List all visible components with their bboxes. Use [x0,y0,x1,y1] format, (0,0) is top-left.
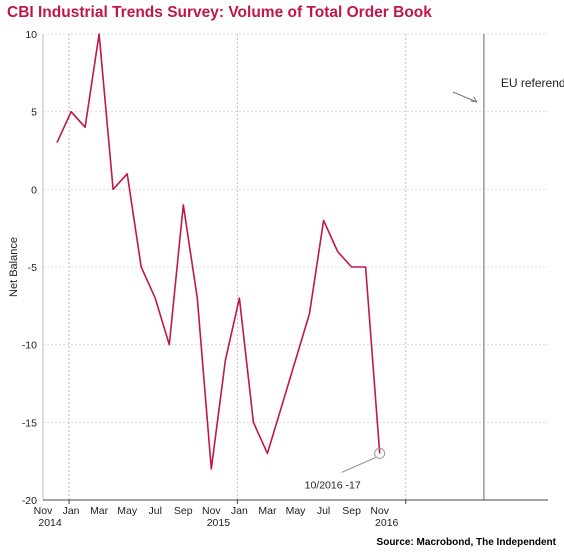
x-tick-label: Jul [149,505,162,517]
event-arrow [452,91,478,103]
x-tick-label: Mar [90,505,109,517]
y-tick-label: -10 [22,340,37,352]
event-arrowhead [470,96,478,103]
x-year-label: 2015 [207,517,231,529]
point-annotation-label: 10/2016 -17 [305,479,361,491]
x-tick-label: Sep [342,505,361,517]
grid-lines [43,33,548,500]
y-tick-label: 10 [25,29,37,41]
x-tick-label: Mar [258,505,277,517]
event-label: EU referendum [501,76,564,90]
x-tick-label: Nov [370,505,389,517]
series-line [56,33,381,470]
x-year-label: 2014 [38,517,62,529]
y-tick-label: -15 [22,417,37,429]
x-tick-label: Sep [174,505,193,517]
y-tick-label: -20 [22,495,37,507]
x-tick-label: Jul [317,505,330,517]
axes [42,34,548,504]
x-tick-label: May [117,505,138,517]
x-tick-label: May [286,505,307,517]
y-tick-labels: 10 5 0 -5 -10 -15 -20 [22,29,37,507]
annotations: 10/2016 -17 [305,447,386,491]
source-note: Source: Macrobond, The Independent [376,537,556,548]
x-tick-label: Nov [202,505,221,517]
x-tick-label: Jan [63,505,80,517]
y-tick-label: 5 [31,107,37,119]
event-markers: EU referendum [452,34,564,500]
x-tick-label: Nov [34,505,53,517]
y-tick-label: -5 [28,262,37,274]
x-year-label: 2016 [375,517,399,529]
x-tick-label: Jan [231,505,248,517]
point-annotation-circle [374,447,386,459]
point-annotation-leader [341,456,376,473]
y-axis-label: Net Balance [8,237,20,297]
x-tick-labels: Nov Jan Mar May Jul Sep Nov Jan Mar May Jul Sep Nov2… [34,505,399,529]
data-points [56,33,380,470]
y-tick-label: 0 [31,184,37,196]
chart-title: CBI Industrial Trends Survey: Volume of … [7,4,432,21]
